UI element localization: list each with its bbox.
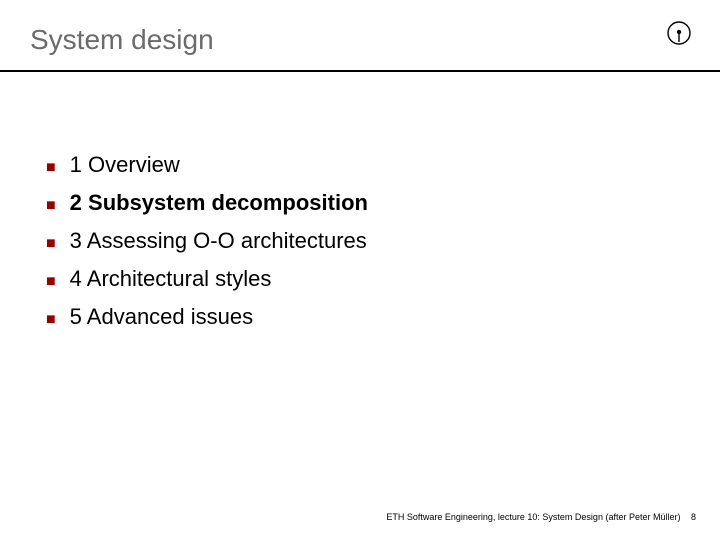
logo-icon: [666, 20, 692, 51]
content-list: ■ 1 Overview ■ 2 Subsystem decomposition ■ 3 …: [0, 72, 720, 334]
list-item-text: 4 Architectural styles: [70, 264, 272, 294]
list-item-text: 5 Advanced issues: [70, 302, 253, 332]
bullet-icon: ■: [46, 306, 56, 334]
footer-text: ETH Software Engineering, lecture 10: Sy…: [386, 512, 680, 522]
list-item-text: 2 Subsystem decomposition: [70, 188, 368, 218]
header: System design: [0, 0, 720, 70]
bullet-icon: ■: [46, 192, 56, 220]
footer: ETH Software Engineering, lecture 10: Sy…: [386, 512, 696, 522]
list-item: ■ 3 Assessing O-O architectures: [46, 226, 690, 258]
list-item: ■ 4 Architectural styles: [46, 264, 690, 296]
bullet-icon: ■: [46, 154, 56, 182]
list-item: ■ 1 Overview: [46, 150, 690, 182]
list-item-text: 1 Overview: [70, 150, 180, 180]
slide: System design ■ 1 Overview ■ 2 Subsystem de…: [0, 0, 720, 540]
bullet-icon: ■: [46, 268, 56, 296]
list-item: ■ 5 Advanced issues: [46, 302, 690, 334]
page-number: 8: [691, 512, 696, 522]
list-item-text: 3 Assessing O-O architectures: [70, 226, 367, 256]
list-item: ■ 2 Subsystem decomposition: [46, 188, 690, 220]
bullet-icon: ■: [46, 230, 56, 258]
slide-title: System design: [30, 24, 690, 56]
